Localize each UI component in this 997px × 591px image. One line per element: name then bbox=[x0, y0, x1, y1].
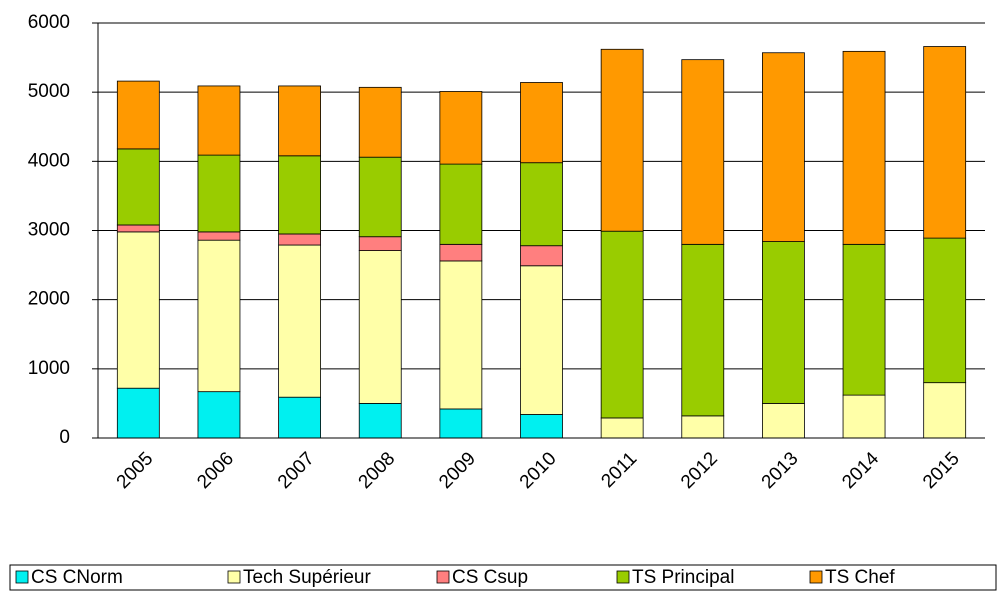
legend-swatch bbox=[809, 570, 823, 584]
legend-label: TS Principal bbox=[632, 567, 734, 588]
bar-segment bbox=[520, 82, 563, 164]
y-tick-label: 2000 bbox=[28, 289, 70, 310]
bar-segment bbox=[842, 50, 886, 245]
bar-segment bbox=[358, 156, 402, 238]
bar-segment bbox=[197, 231, 241, 241]
x-tick-label: 2005 bbox=[113, 448, 158, 493]
x-tick-label: 2012 bbox=[677, 448, 722, 493]
x-tick-label: 2007 bbox=[274, 448, 319, 493]
bar-segment bbox=[520, 414, 563, 439]
bar-segment bbox=[923, 382, 967, 439]
bar-segment bbox=[197, 85, 241, 156]
bar-segment bbox=[278, 155, 321, 235]
x-tick-label: 2015 bbox=[919, 448, 964, 493]
bar-segment bbox=[116, 224, 160, 233]
y-tick-label: 5000 bbox=[28, 81, 70, 102]
bar-segment bbox=[842, 243, 886, 396]
x-tick-label: 2010 bbox=[516, 448, 561, 493]
bar-segment bbox=[520, 265, 563, 415]
bar-segment bbox=[762, 403, 805, 439]
legend-swatch bbox=[436, 570, 450, 584]
bar-segment bbox=[358, 250, 402, 404]
bar-segment bbox=[600, 417, 644, 439]
bar-segment bbox=[197, 154, 241, 233]
bar-segment bbox=[842, 394, 886, 439]
y-tick-label: 4000 bbox=[28, 150, 70, 171]
x-tick-label: 2006 bbox=[193, 448, 238, 493]
bar-segment bbox=[439, 163, 483, 245]
bar-segment bbox=[600, 48, 644, 232]
bar-segment bbox=[116, 148, 160, 226]
legend-swatch bbox=[15, 570, 29, 584]
bar-segment bbox=[278, 244, 321, 398]
x-tick-label: 2014 bbox=[838, 448, 883, 493]
bar-segment bbox=[197, 239, 241, 393]
legend-swatch bbox=[227, 570, 241, 584]
bar-segment bbox=[439, 91, 483, 165]
bar-segment bbox=[358, 403, 402, 439]
bar-segment bbox=[439, 408, 483, 439]
x-tick-label: 2009 bbox=[435, 448, 480, 493]
bar-segment bbox=[278, 396, 321, 439]
legend-label: CS Csup bbox=[452, 567, 528, 588]
y-tick-label: 6000 bbox=[28, 12, 70, 33]
bar-segment bbox=[520, 245, 563, 267]
bar-segment bbox=[681, 59, 725, 245]
bar-segment bbox=[197, 391, 241, 439]
bar-segment bbox=[278, 85, 321, 157]
y-tick-label: 3000 bbox=[28, 220, 70, 241]
y-tick-label: 0 bbox=[59, 427, 70, 448]
legend-label: CS CNorm bbox=[31, 567, 123, 588]
bar-segment bbox=[439, 243, 483, 262]
bar-segment bbox=[923, 46, 967, 239]
x-tick-label: 2013 bbox=[758, 448, 803, 493]
y-tick-label: 1000 bbox=[28, 358, 70, 379]
bar-segment bbox=[116, 387, 160, 439]
legend-label: Tech Supérieur bbox=[243, 567, 371, 588]
bar-segment bbox=[681, 415, 725, 439]
bar-segment bbox=[116, 231, 160, 389]
bar-segment bbox=[762, 241, 805, 404]
bar-segment bbox=[439, 260, 483, 410]
bar-segment bbox=[116, 80, 160, 150]
bar-segment bbox=[681, 243, 725, 417]
legend-box bbox=[9, 564, 997, 591]
bar-segment bbox=[762, 52, 805, 242]
legend-swatch bbox=[616, 570, 630, 584]
legend-label: TS Chef bbox=[825, 567, 895, 588]
bar-segment bbox=[923, 237, 967, 384]
bar-segment bbox=[600, 230, 644, 419]
x-tick-label: 2008 bbox=[355, 448, 400, 493]
bar-segment bbox=[278, 233, 321, 246]
bar-segment bbox=[358, 236, 402, 251]
bar-segment bbox=[358, 86, 402, 158]
bar-segment bbox=[520, 162, 563, 247]
x-tick-label: 2011 bbox=[597, 448, 641, 492]
